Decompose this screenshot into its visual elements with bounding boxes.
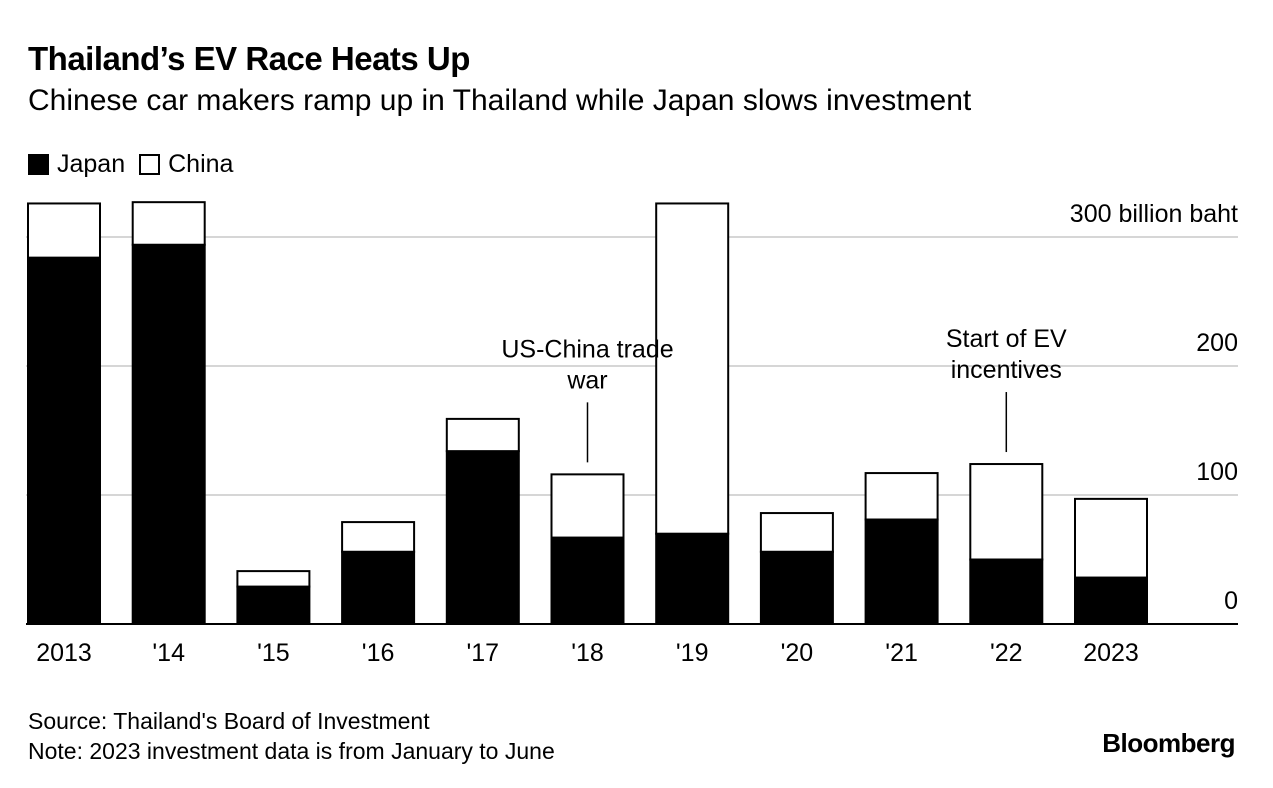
bar-japan-8 xyxy=(864,518,939,626)
bar-china-0 xyxy=(27,202,101,259)
footer: Source: Thailand's Board of Investment N… xyxy=(28,706,555,766)
bar-japan-4 xyxy=(445,450,520,626)
legend-item-china: China xyxy=(139,150,233,179)
bar-japan-6 xyxy=(655,532,730,626)
annotation-text-1-1: incentives xyxy=(951,356,1062,384)
legend-swatch-japan xyxy=(28,154,49,175)
bar-chart: 300 billion baht 200 100 0 2013 '14 '15 '16 '17… xyxy=(26,200,1238,667)
x-tick-label-5: '18 xyxy=(571,639,604,667)
bar-china-10 xyxy=(1074,497,1148,579)
bar-japan-0 xyxy=(27,256,101,625)
x-tick-label-7: '20 xyxy=(781,639,814,667)
legend-item-japan: Japan xyxy=(28,150,125,179)
x-tick-label-6: '19 xyxy=(676,639,709,667)
y-tick-label-100: 100 xyxy=(1196,458,1238,486)
bar-japan-2 xyxy=(236,585,311,626)
annotations: US-China trade war Start of EV incentives xyxy=(501,325,1067,463)
bars xyxy=(27,201,1148,626)
bar-japan-3 xyxy=(341,550,416,626)
bar-china-6 xyxy=(655,202,730,535)
x-tick-label-9: '22 xyxy=(990,639,1023,667)
bar-japan-10 xyxy=(1074,576,1148,625)
legend-label-china: China xyxy=(168,150,234,178)
y-tick-label-300: 300 billion baht xyxy=(1070,200,1238,228)
chart-subtitle: Chinese car makers ramp up in Thailand w… xyxy=(28,84,972,117)
chart-title: Thailand’s EV Race Heats Up xyxy=(28,40,470,77)
annotation-text-0-0: US-China trade xyxy=(501,335,673,363)
x-tick-label-2: '15 xyxy=(257,639,290,667)
bar-china-8 xyxy=(864,472,939,521)
x-tick-label-1: '14 xyxy=(152,639,185,667)
data-note: Note: 2023 investment data is from Janua… xyxy=(28,738,555,764)
legend-swatch-china xyxy=(139,154,161,175)
y-tick-label-0: 0 xyxy=(1224,587,1238,615)
legend: Japan China xyxy=(28,150,247,179)
bar-china-9 xyxy=(969,463,1044,561)
bar-china-2 xyxy=(236,570,311,588)
legend-label-japan: Japan xyxy=(57,150,126,178)
bar-japan-1 xyxy=(131,243,206,626)
source-note: Source: Thailand's Board of Investment xyxy=(28,708,430,734)
bar-china-5 xyxy=(550,473,625,539)
bar-china-7 xyxy=(759,512,834,553)
x-axis: 2013 '14 '15 '16 '17 '18 '19 '20 '21 '22 2023 xyxy=(26,623,1238,667)
bar-japan-9 xyxy=(969,558,1044,625)
x-tick-label-3: '16 xyxy=(362,639,395,667)
x-tick-label-8: '21 xyxy=(885,639,918,667)
bar-china-1 xyxy=(131,201,206,246)
bar-china-3 xyxy=(341,521,416,553)
annotation-text-0-1: war xyxy=(566,366,607,394)
bar-japan-7 xyxy=(759,550,834,626)
bar-japan-5 xyxy=(550,536,625,626)
bloomberg-logo: Bloomberg xyxy=(1102,728,1235,758)
bar-china-4 xyxy=(445,417,520,453)
x-tick-label-0: 2013 xyxy=(36,639,92,667)
y-axis: 300 billion baht 200 100 0 xyxy=(1070,200,1238,615)
x-tick-label-10: 2023 xyxy=(1083,639,1139,667)
x-tick-label-4: '17 xyxy=(467,639,500,667)
annotation-text-1-0: Start of EV xyxy=(946,325,1067,353)
y-tick-label-200: 200 xyxy=(1196,329,1238,357)
